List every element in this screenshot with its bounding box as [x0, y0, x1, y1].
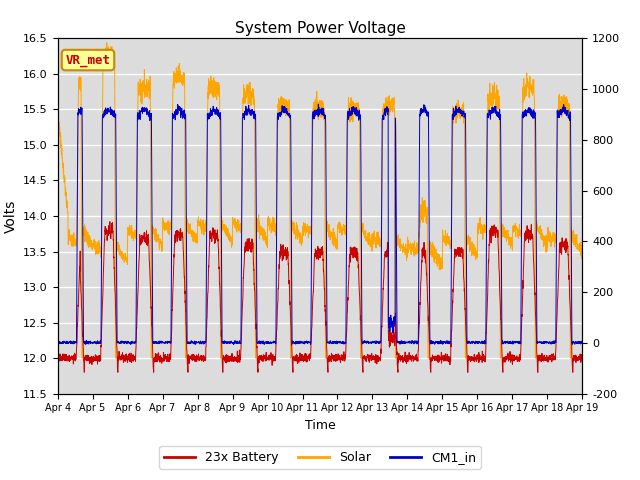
- Y-axis label: Volts: Volts: [4, 199, 17, 233]
- Legend: 23x Battery, Solar, CM1_in: 23x Battery, Solar, CM1_in: [159, 446, 481, 469]
- Title: System Power Voltage: System Power Voltage: [235, 21, 405, 36]
- Text: VR_met: VR_met: [65, 54, 111, 67]
- X-axis label: Time: Time: [305, 419, 335, 432]
